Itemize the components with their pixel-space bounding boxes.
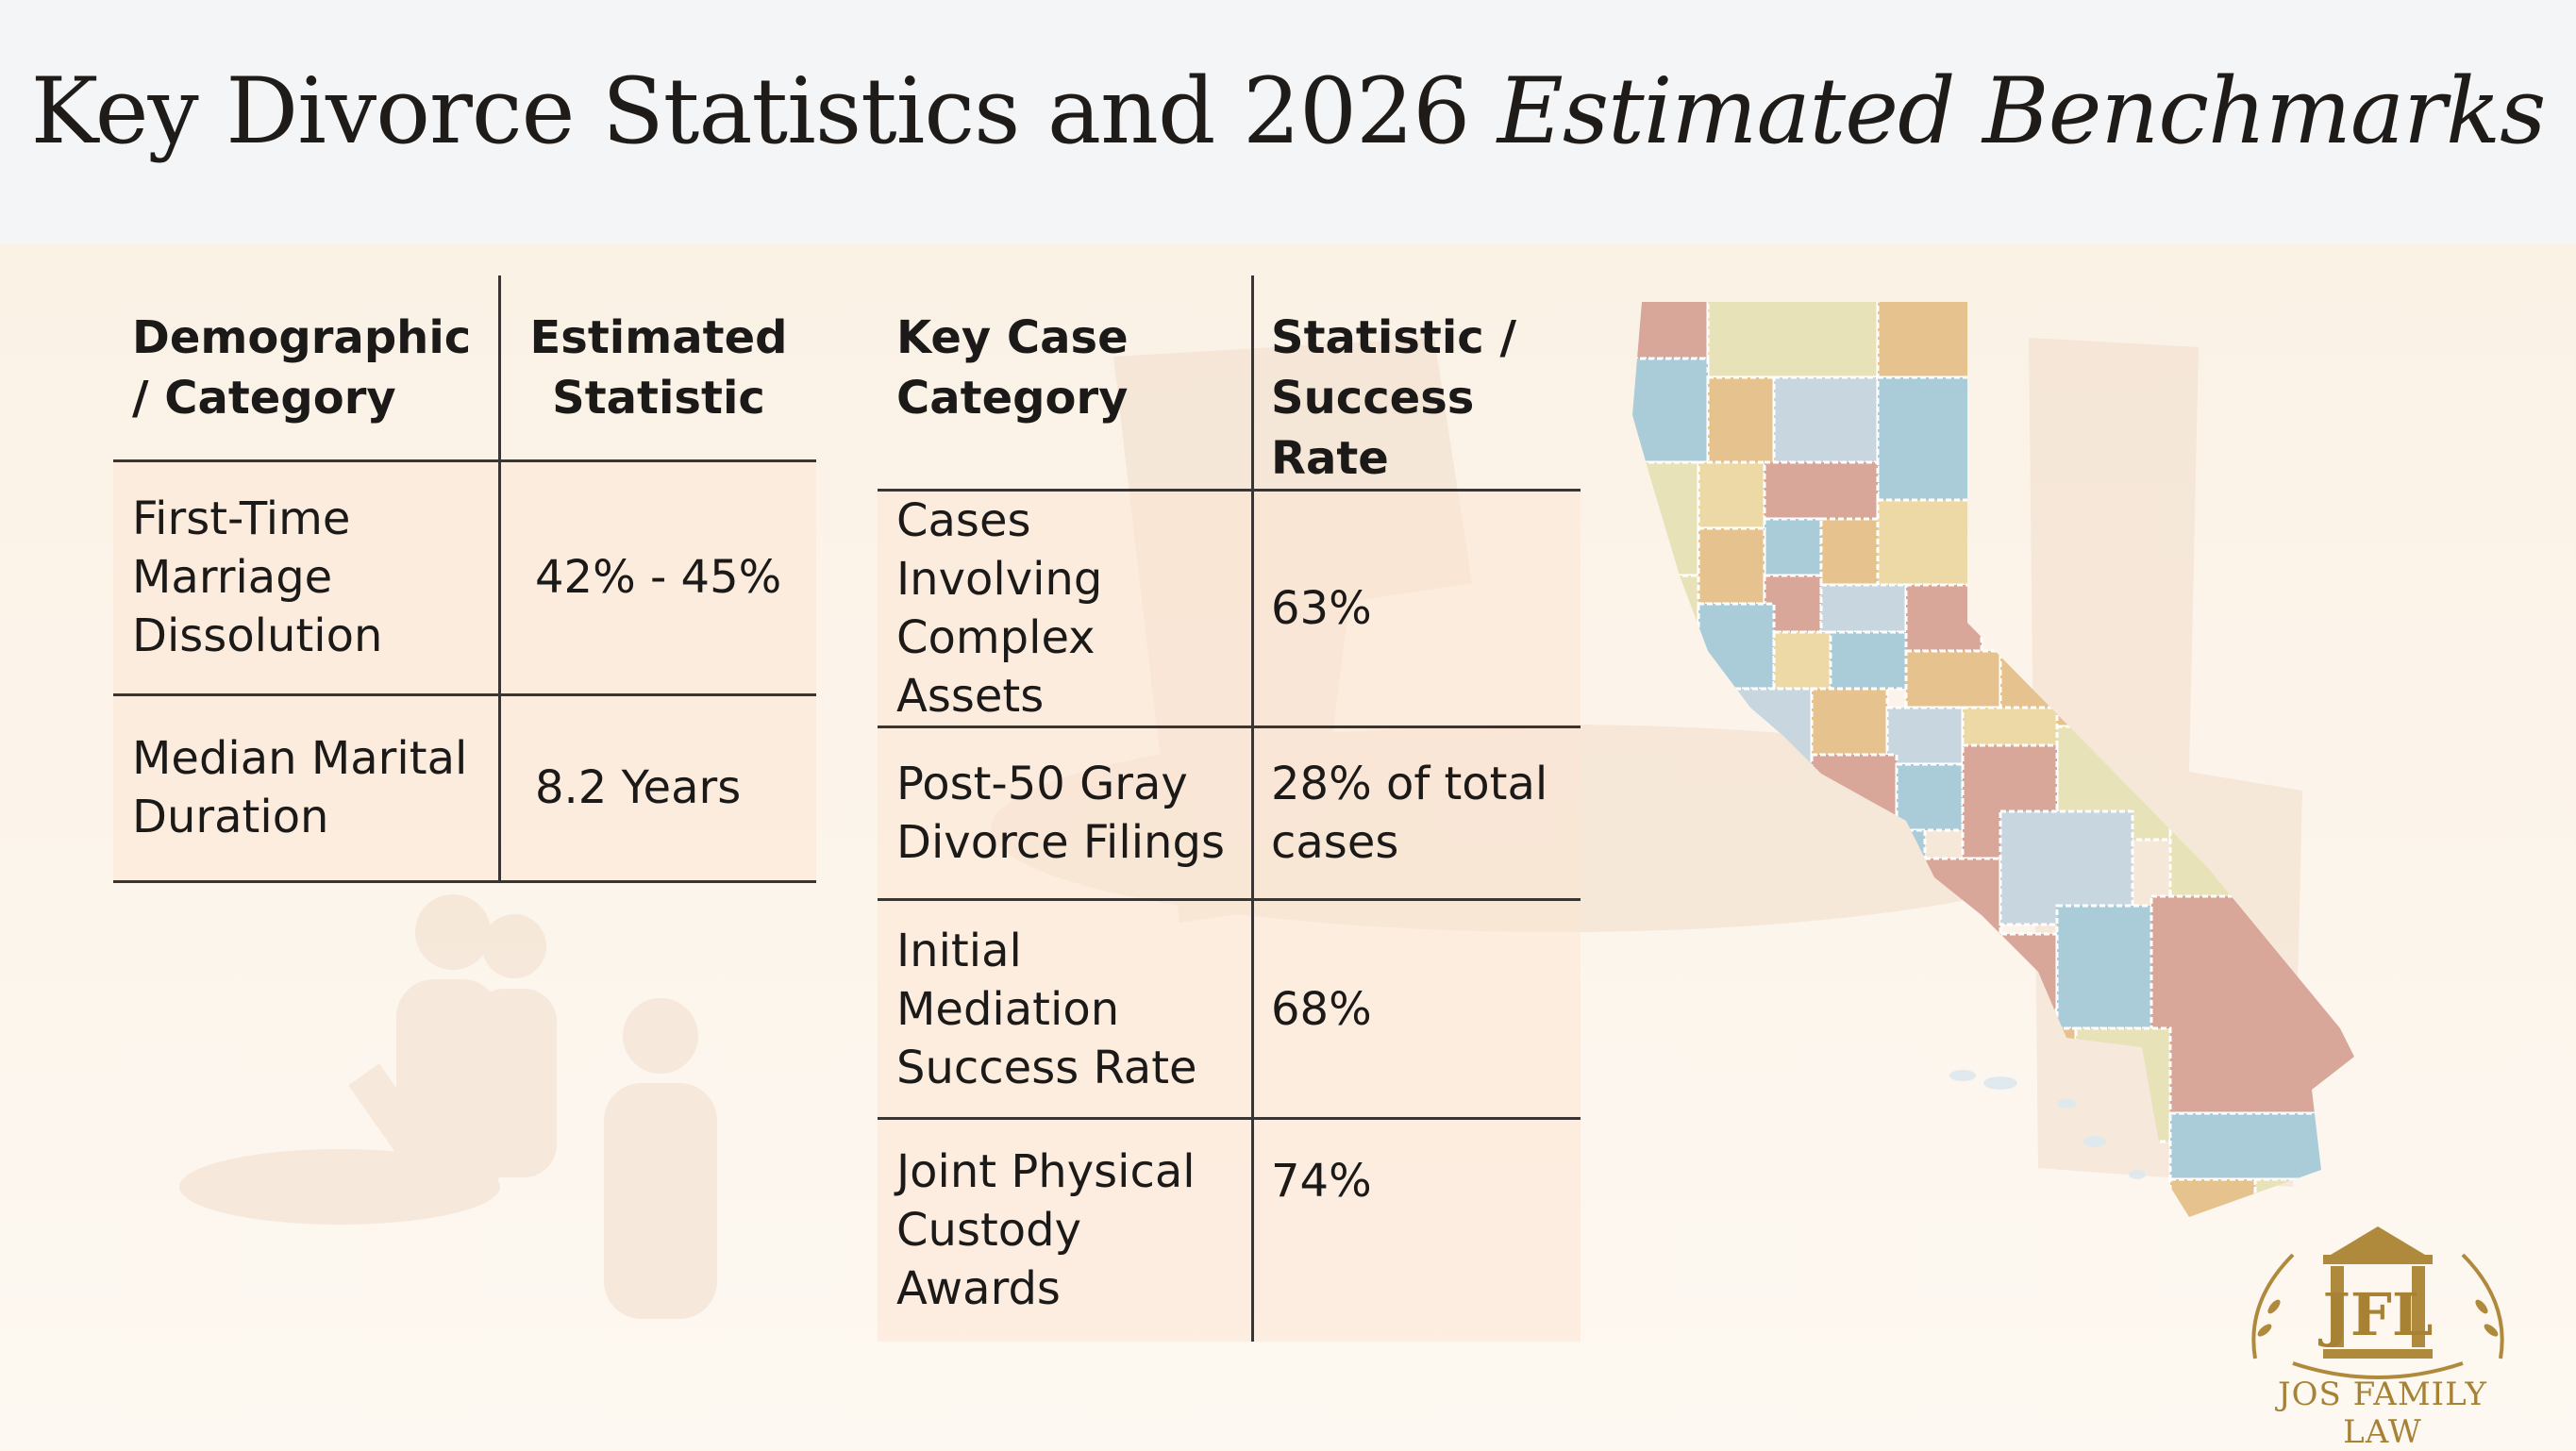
header-estimated-statistic: Estimated Statistic bbox=[499, 275, 816, 462]
title-main: Key Divorce Statistics and 2026 bbox=[30, 58, 1497, 164]
row-category: Cases Involving Complex Assets bbox=[878, 490, 1254, 728]
table-row: Cases Involving Complex Assets 63% bbox=[878, 490, 1581, 728]
logo-name: JOS FAMILY LAW bbox=[2278, 1376, 2487, 1451]
page-title: Key Divorce Statistics and 2026 Estimate… bbox=[0, 58, 2576, 164]
row-statistic: 42% - 45% bbox=[499, 460, 816, 696]
row-category: Median Marital Duration bbox=[113, 694, 501, 883]
jos-family-law-logo: JFL bbox=[2251, 1226, 2504, 1379]
case-header-row: Key Case Category Statistic / Success Ra… bbox=[878, 275, 1581, 492]
header-demographic-category: Demographic / Category bbox=[113, 275, 501, 462]
header-statistic-success-rate: Statistic / Success Rate bbox=[1252, 275, 1581, 492]
title-bar bbox=[0, 0, 2576, 243]
case-category-table: Key Case Category Statistic / Success Ra… bbox=[878, 275, 1581, 1342]
demographics-table: Demographic / Category Estimated Statist… bbox=[113, 275, 816, 883]
row-statistic: 8.2 Years bbox=[499, 694, 816, 883]
logo-monogram: JFL bbox=[2318, 1280, 2434, 1349]
row-category: Initial Mediation Success Rate bbox=[878, 899, 1254, 1120]
table-row: Post-50 Gray Divorce Filings 28% of tota… bbox=[878, 726, 1581, 901]
table-row: Initial Mediation Success Rate 68% bbox=[878, 899, 1581, 1120]
row-statistic: 28% of total cases bbox=[1252, 726, 1581, 901]
row-category: First-Time Marriage Dissolution bbox=[113, 460, 501, 696]
row-statistic: 63% bbox=[1252, 490, 1581, 728]
row-statistic: 68% bbox=[1252, 899, 1581, 1120]
header-key-case-category: Key Case Category bbox=[878, 275, 1254, 492]
table-row: Median Marital Duration 8.2 Years bbox=[113, 694, 816, 883]
row-category: Post-50 Gray Divorce Filings bbox=[878, 726, 1254, 901]
row-category: Joint Physical Custody Awards bbox=[878, 1118, 1254, 1342]
title-italic: Estimated Benchmarks bbox=[1497, 58, 2547, 164]
california-county-map bbox=[1632, 302, 2354, 1217]
demographics-header-row: Demographic / Category Estimated Statist… bbox=[113, 275, 816, 462]
table-row: Joint Physical Custody Awards 74% bbox=[878, 1118, 1581, 1342]
row-statistic: 74% bbox=[1252, 1118, 1581, 1342]
table-row: First-Time Marriage Dissolution 42% - 45… bbox=[113, 460, 816, 696]
